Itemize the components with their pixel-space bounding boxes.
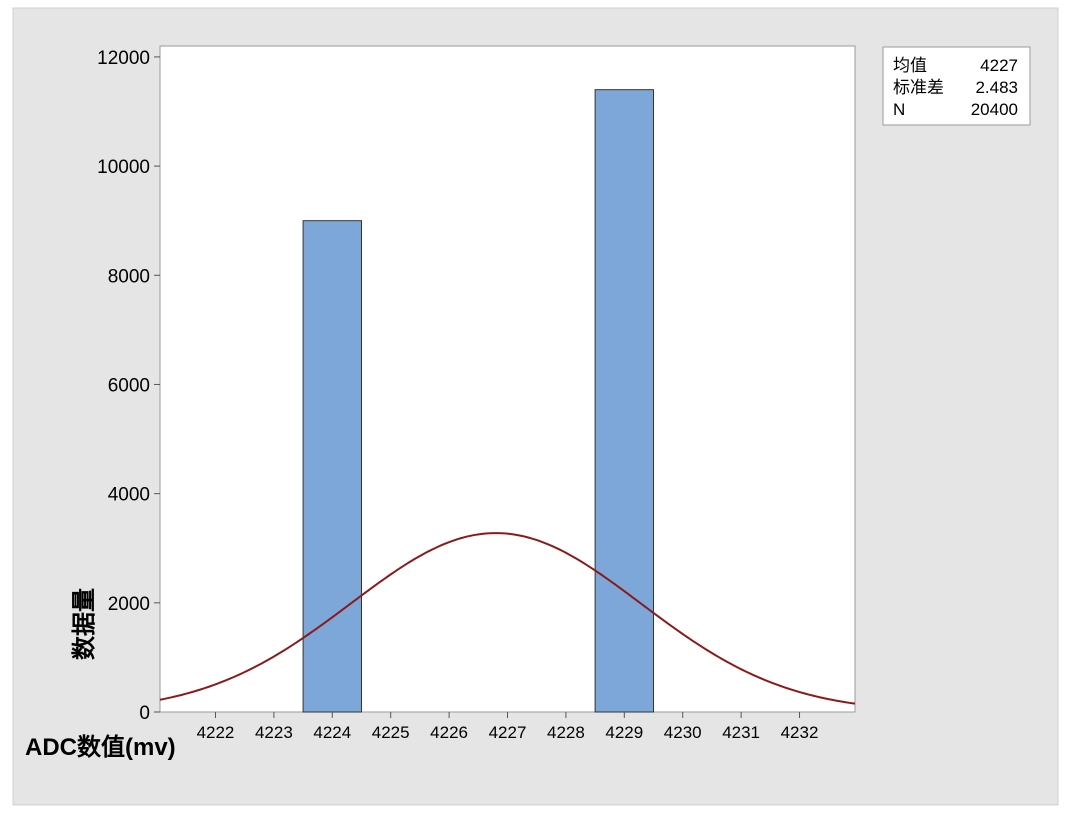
x-tick-label: 4222 — [197, 723, 235, 742]
x-tick-label: 4223 — [255, 723, 293, 742]
y-tick-label: 6000 — [108, 375, 150, 396]
histogram-bar — [302, 220, 362, 713]
y-tick-label: 8000 — [108, 266, 150, 287]
y-tick-label: 2000 — [108, 594, 150, 615]
x-tick-label: 4224 — [313, 723, 351, 742]
stats-value-mean: 4227 — [980, 56, 1018, 75]
y-axis: 0 2000 4000 6000 8000 10000 12000 — [97, 48, 160, 724]
y-tick-label: 4000 — [108, 485, 150, 506]
plot-area — [159, 45, 856, 713]
x-tick-label: 4232 — [781, 723, 819, 742]
stats-value-stdev: 2.483 — [975, 78, 1018, 97]
stats-box-frame — [882, 46, 1031, 126]
x-tick-label: 4226 — [430, 723, 468, 742]
stats-value-n: 20400 — [971, 100, 1018, 119]
stats-label-mean: 均值 — [893, 56, 927, 75]
x-tick-label: 4227 — [489, 723, 527, 742]
x-tick-label: 4225 — [372, 723, 410, 742]
histogram-bar — [594, 89, 655, 713]
x-axis-label: ADC数值(mv) — [25, 733, 176, 761]
stats-label-n: N — [893, 100, 905, 119]
y-tick-label: 0 — [139, 703, 150, 724]
normal-fit-curve — [159, 532, 856, 705]
x-axis: 4222 4223 4224 4225 4226 4227 4228 4229 4230 4231… — [197, 712, 819, 742]
stats-label-stdev: 标准差 — [893, 78, 944, 97]
x-tick-label: 4231 — [722, 723, 760, 742]
x-tick-label: 4228 — [547, 723, 585, 742]
y-axis-label: 数据量 — [71, 588, 98, 660]
x-tick-label: 4229 — [605, 723, 643, 742]
y-tick-label: 10000 — [97, 157, 150, 178]
stats-legend-box: 均值 4227 标准差 2.483 N 20400 — [882, 46, 1031, 126]
y-tick-label: 12000 — [97, 48, 150, 69]
x-tick-label: 4230 — [664, 723, 702, 742]
